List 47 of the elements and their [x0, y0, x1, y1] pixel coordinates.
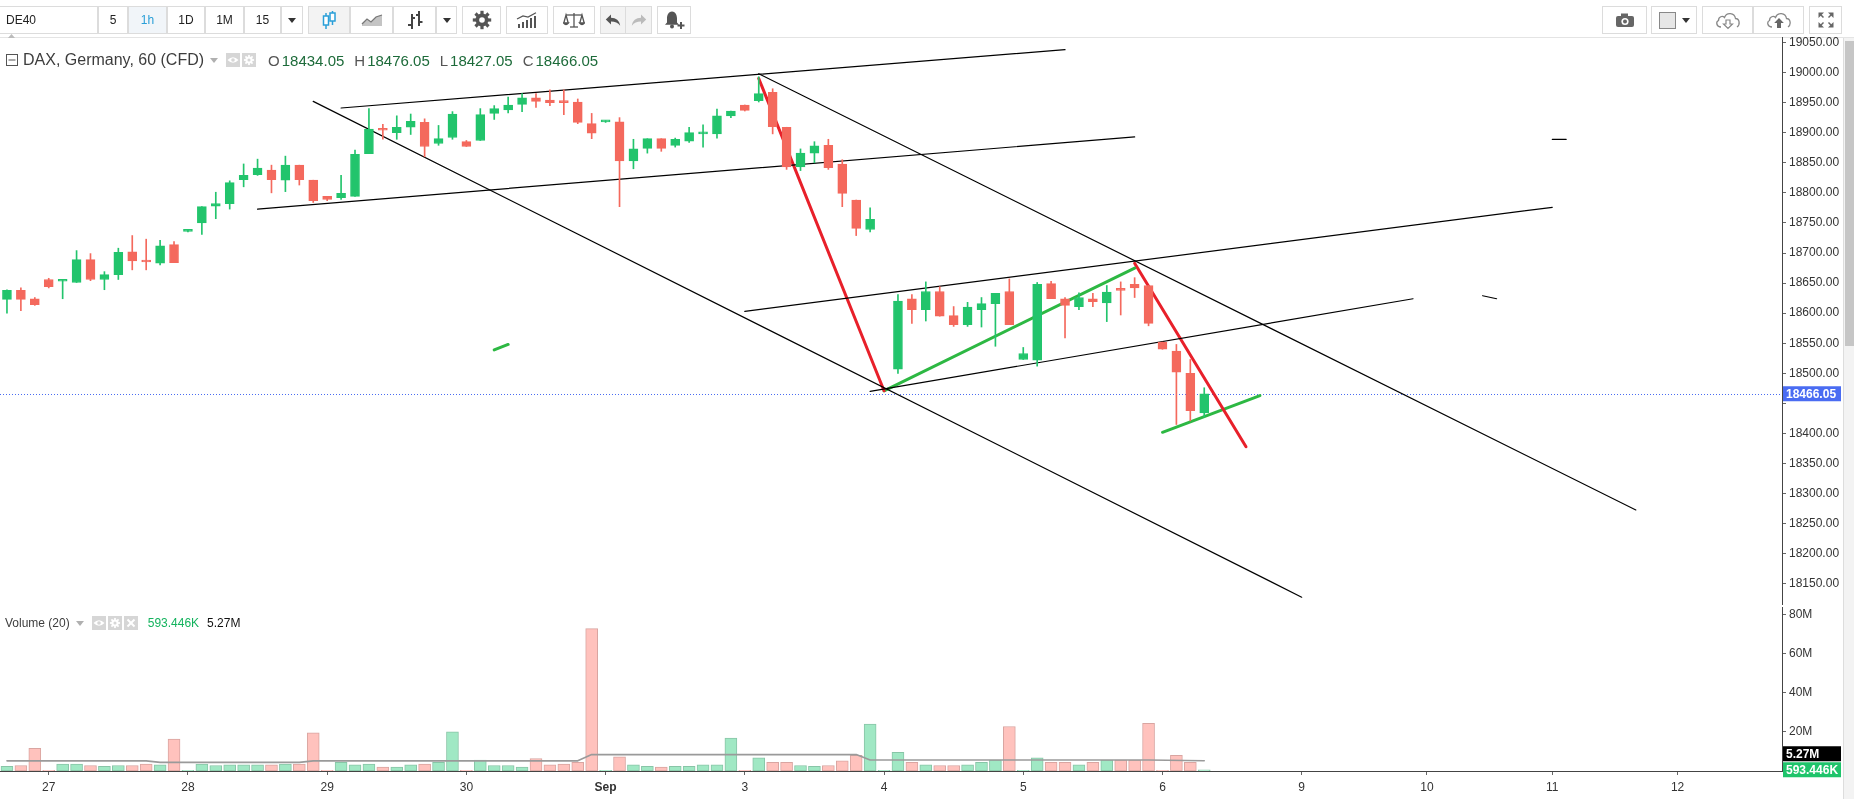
- y-tick-label: 18550.00: [1789, 335, 1840, 350]
- y-tick-label: 18800.00: [1789, 185, 1840, 200]
- y-tick-label: 18350.00: [1789, 455, 1840, 470]
- y-tick-label: 18250.00: [1789, 516, 1840, 531]
- y-tick-label: 18900.00: [1789, 124, 1840, 139]
- y-tick-label: 18400.00: [1789, 425, 1840, 440]
- y-tick-label: 18200.00: [1789, 546, 1840, 561]
- y-tick-label: 18650.00: [1789, 275, 1840, 290]
- y-tick-label: 80M: [1789, 607, 1813, 622]
- y-tick-label: 18750.00: [1789, 215, 1840, 230]
- button: 1h: [128, 6, 167, 34]
- x-tick-label: 3: [741, 779, 749, 794]
- button: 1D: [167, 6, 205, 34]
- y-tick-label: 19050.00: [1789, 34, 1840, 49]
- x-tick-label: 30: [459, 779, 474, 794]
- x-tick-label: Sep: [594, 779, 617, 794]
- x-tick-label: 4: [880, 779, 888, 794]
- button: 15: [244, 6, 281, 34]
- y-tick-label: 18300.00: [1789, 486, 1840, 500]
- x-tick-label: 27: [42, 779, 56, 794]
- y-tick-label: 18850.00: [1789, 155, 1840, 170]
- x-tick-label: 10: [1420, 779, 1434, 794]
- y-tick-label: 18500.00: [1789, 365, 1840, 380]
- y-tick-label: 40M: [1789, 685, 1813, 700]
- y-tick-label: 18950.00: [1789, 94, 1840, 109]
- x-tick-label: 5: [1019, 779, 1027, 794]
- y-tick-label: 18700.00: [1789, 245, 1840, 260]
- x-tick-label: 9: [1298, 779, 1306, 794]
- x-tick-label: 12: [1670, 779, 1685, 794]
- y-tick-label: 20M: [1789, 724, 1813, 739]
- y-tick-label: 60M: [1789, 646, 1813, 661]
- x-tick-label: 11: [1546, 779, 1559, 794]
- text: Volume (20): [5, 616, 70, 630]
- text: DAX, Germany, 60 (CFD): [23, 51, 205, 69]
- x-tick-label: 29: [320, 779, 335, 794]
- annotation: 593.446K: [147, 616, 200, 630]
- y-tick-label: 19000.00: [1789, 64, 1840, 79]
- annotation: 5.27M: [207, 616, 241, 630]
- button: 1M: [205, 6, 244, 34]
- y-tick-label: 18150.00: [1789, 576, 1840, 591]
- x-tick-label: 6: [1159, 779, 1167, 794]
- y-tick-label: 18600.00: [1789, 305, 1840, 320]
- text: 5.27M: [1786, 746, 1820, 761]
- x-tick-label: 28: [181, 779, 195, 794]
- ref-line-label: 18466.05: [1786, 386, 1837, 401]
- button: 5: [98, 6, 128, 34]
- text: 593.446K: [1786, 762, 1839, 777]
